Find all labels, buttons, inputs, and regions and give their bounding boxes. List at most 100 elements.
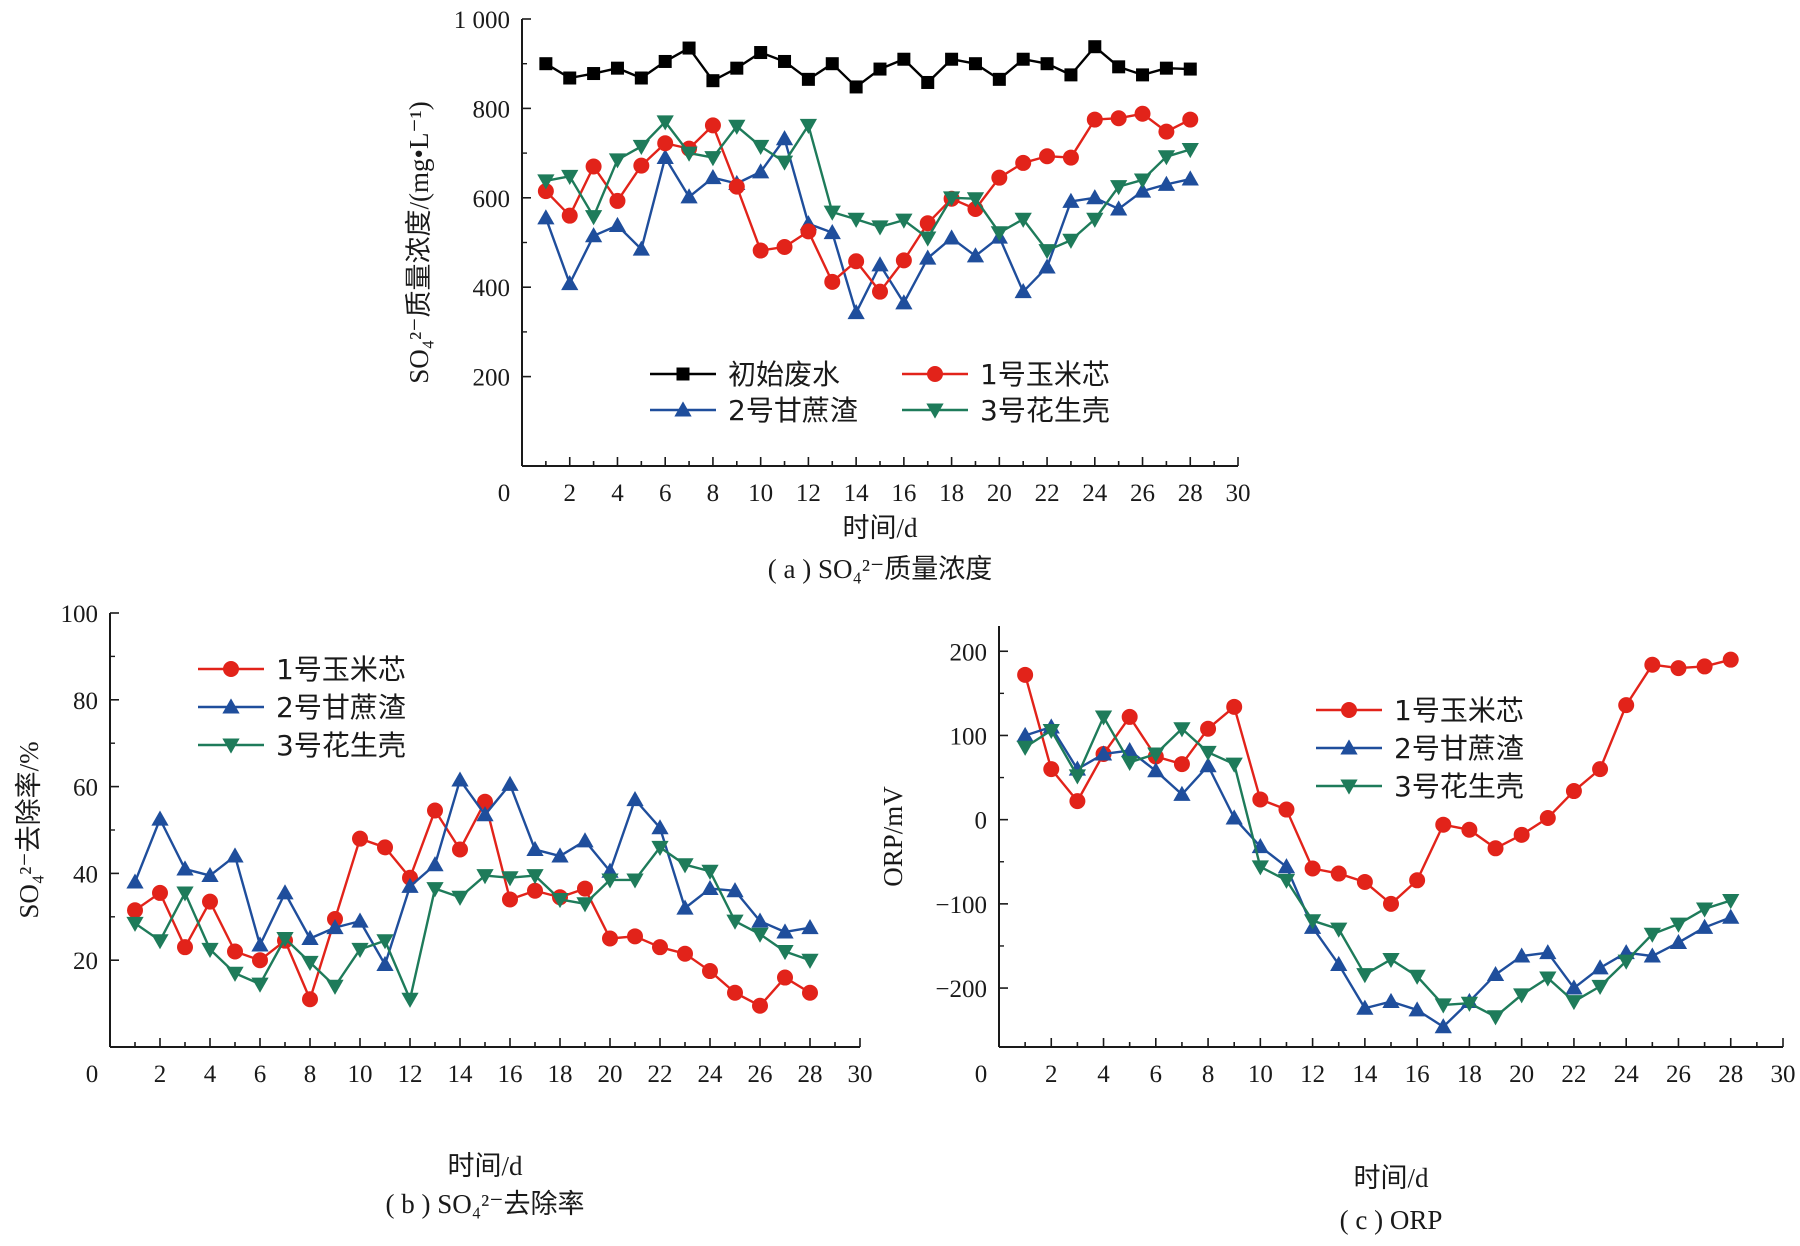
data-point [626,873,644,889]
data-point [301,955,319,971]
data-point [801,72,815,86]
data-point [1015,154,1032,171]
data-point [602,930,618,947]
data-point [1539,971,1557,987]
data-point [1643,947,1661,963]
data-point [701,879,719,896]
legend-label: 1号玉米芯 [276,653,406,686]
data-point [1695,902,1714,918]
series-corn [1017,651,1739,912]
data-point [426,856,444,872]
data-point [226,966,244,982]
data-point [1069,793,1086,810]
data-point [1408,1001,1426,1017]
x-tick-label: 0 [975,1061,988,1088]
data-point [1199,757,1217,773]
x-tick-label: 28 [798,1061,823,1088]
data-point [728,119,746,135]
x-tick-label: 26 [1130,480,1155,507]
chart-caption: ( c ) ORP [1340,1205,1443,1235]
data-point [776,923,794,939]
data-point [1094,745,1113,761]
data-point [1409,872,1426,889]
x-tick-label: 24 [698,1061,724,1088]
legend-label: 3号花生壳 [276,729,406,762]
legend-label: 初始废水 [728,358,840,391]
data-point [1042,723,1060,740]
data-point [800,223,817,240]
data-point [1016,52,1030,66]
data-point [1038,258,1056,274]
x-tick-label: 0 [86,1061,99,1088]
data-point [680,146,698,162]
x-axis-title: 时间/d [447,1151,523,1181]
series-corn [127,793,818,1014]
data-point [1133,173,1152,189]
data-point [251,936,269,952]
x-tick-label: 4 [204,1061,217,1088]
data-point [451,771,469,787]
data-point [376,955,394,972]
data-point [727,984,743,1001]
series-line [545,112,1191,293]
data-point [632,240,650,256]
data-point [376,934,394,950]
data-point [1513,826,1530,843]
data-point [563,71,577,85]
data-point [226,847,244,863]
data-point [1618,697,1635,714]
data-point [651,840,669,856]
data-point [752,242,769,259]
data-point [1173,785,1191,801]
y-tick-label: 1 000 [454,7,510,34]
y-tick-label: 600 [473,186,511,213]
data-point [1157,150,1176,166]
legend-marker [222,738,240,754]
x-tick-label: 14 [1352,1061,1378,1088]
data-point [1110,110,1127,127]
data-point [1278,801,1295,818]
chart-panel-c: 0 2 4 6 8 10 12 14 16 18 20 22 24 26 28 30−200−10001002… [878,626,1796,1235]
x-tick-label: 2 [154,1061,167,1088]
data-point [527,882,543,899]
series-bagasse [537,130,1199,320]
data-point [1043,761,1060,778]
data-point [1159,61,1173,75]
legend-label: 3号花生壳 [1394,770,1524,803]
data-point [1486,965,1505,982]
x-tick-label: 6 [254,1061,267,1088]
data-point [351,912,369,928]
x-tick-label: 2 [563,480,576,507]
data-point [895,213,913,229]
data-point [1486,1010,1505,1026]
x-tick-label: 12 [796,480,821,507]
data-point [1181,143,1199,159]
data-point [1014,283,1032,299]
data-point [847,304,865,320]
x-tick-label: 30 [848,1061,873,1088]
data-point [1591,959,1609,975]
chart-caption: ( b ) SO₄²⁻去除率 [385,1189,584,1219]
data-point [1181,170,1199,186]
data-point [1592,761,1609,778]
data-point [401,992,419,1008]
data-point [1088,40,1102,54]
data-point [633,157,650,174]
data-point [610,61,624,75]
legend-marker [926,403,944,419]
data-point [776,945,794,961]
data-point [652,939,668,956]
data-point [802,984,818,1001]
data-point [608,216,627,232]
data-point [1303,914,1322,930]
data-point [919,231,937,247]
x-tick-label: 14 [844,480,870,507]
data-point [1277,873,1296,889]
data-point [1330,955,1348,971]
data-point [921,75,935,89]
data-point [551,847,569,863]
x-tick-label: 16 [1405,1061,1430,1088]
data-point [942,229,961,245]
data-point [680,188,698,204]
y-tick-label: 40 [73,861,98,888]
